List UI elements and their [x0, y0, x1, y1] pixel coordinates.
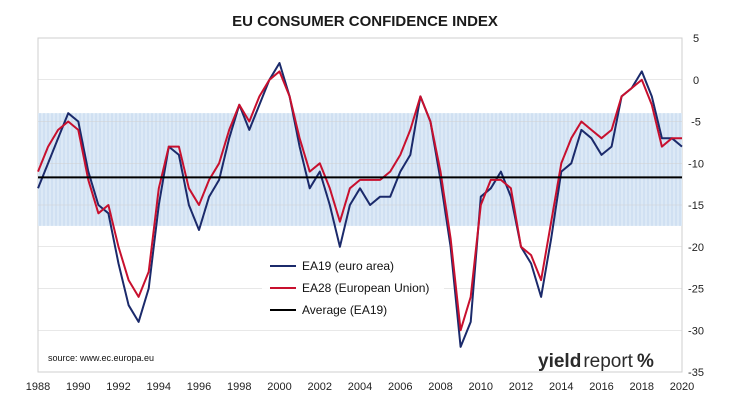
x-tick-label: 2008 — [428, 381, 452, 393]
y-axis-ticks: 5 0 -5 -10 -15 -20 -25 -30 -35 — [688, 33, 704, 379]
grid-lines — [38, 37, 682, 373]
x-tick-label: 1996 — [187, 381, 211, 393]
y-tick-label: 0 — [693, 75, 699, 87]
brand-word-main: yield — [538, 351, 581, 372]
x-tick-label: 2002 — [308, 381, 332, 393]
x-tick-label: 2010 — [469, 381, 493, 393]
x-tick-label: 1988 — [26, 381, 50, 393]
brand-percent-icon: % — [637, 351, 654, 372]
series-line-0 — [37, 62, 683, 348]
y-tick-label: -30 — [688, 325, 704, 337]
source-note: source: www.ec.europa.eu — [48, 353, 154, 363]
y-tick-label: -15 — [688, 200, 704, 212]
x-tick-label: 1990 — [66, 381, 90, 393]
x-tick-label: 2018 — [630, 381, 654, 393]
series-line-1 — [37, 70, 682, 332]
legend-label-average: Average (EA19) — [302, 303, 387, 317]
chart-title: EU CONSUMER CONFIDENCE INDEX — [232, 13, 498, 30]
x-tick-label: 2004 — [348, 381, 372, 393]
y-tick-label: -10 — [688, 158, 704, 170]
y-tick-label: -5 — [691, 117, 701, 129]
y-tick-label: 5 — [693, 33, 699, 45]
x-tick-label: 2012 — [509, 381, 533, 393]
brand-logo: yield report % — [538, 351, 654, 372]
average-band — [38, 113, 682, 226]
legend-label-ea19: EA19 (euro area) — [302, 259, 394, 273]
brand-word-second: report — [583, 351, 633, 372]
x-axis-ticks: 1988 1990 1992 1994 1996 1998 2000 2002 2004 2006… — [26, 381, 694, 393]
x-tick-label: 1994 — [147, 381, 171, 393]
legend: EA19 (euro area) EA28 (European Union) A… — [262, 252, 444, 322]
legend-label-ea28: EA28 (European Union) — [302, 281, 429, 295]
x-tick-label: 2016 — [589, 381, 613, 393]
x-tick-label: 2020 — [670, 381, 694, 393]
series-lines — [37, 62, 683, 348]
x-tick-label: 1992 — [106, 381, 130, 393]
x-tick-label: 2006 — [388, 381, 412, 393]
y-tick-label: -20 — [688, 242, 704, 254]
y-tick-label: -25 — [688, 284, 704, 296]
x-tick-label: 2000 — [267, 381, 291, 393]
x-tick-label: 2014 — [549, 381, 573, 393]
y-tick-label: -35 — [688, 367, 704, 379]
x-tick-label: 1998 — [227, 381, 251, 393]
